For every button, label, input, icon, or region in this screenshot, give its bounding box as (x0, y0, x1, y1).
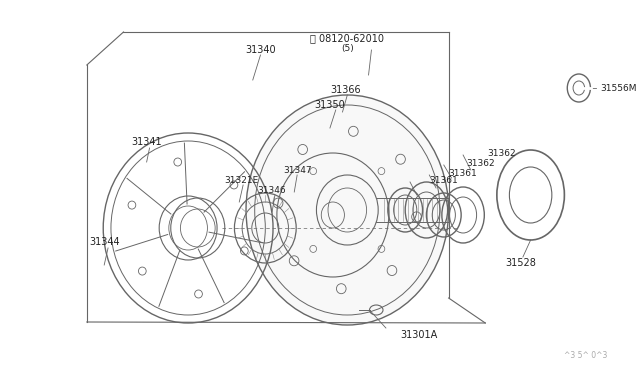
Text: ^3 5^ 0^3: ^3 5^ 0^3 (564, 351, 608, 360)
Text: 31366: 31366 (330, 85, 361, 95)
Text: Ⓑ 08120-62010: Ⓑ 08120-62010 (310, 33, 384, 43)
Text: 31350: 31350 (315, 100, 346, 110)
Text: 31556M: 31556M (600, 83, 637, 93)
Text: 31528: 31528 (506, 258, 536, 268)
Text: 31362: 31362 (466, 158, 495, 167)
Text: 31362: 31362 (487, 148, 516, 157)
Text: 31346: 31346 (258, 186, 286, 195)
Text: 31344: 31344 (89, 237, 120, 247)
Text: (5): (5) (341, 44, 354, 52)
Text: 31361: 31361 (449, 169, 477, 177)
Text: 31347: 31347 (283, 166, 312, 174)
Ellipse shape (246, 95, 449, 325)
Text: 31361: 31361 (429, 176, 458, 185)
Text: 31341: 31341 (131, 137, 162, 147)
Text: 31321E: 31321E (224, 176, 259, 185)
Text: 31340: 31340 (245, 45, 276, 55)
Text: 31301A: 31301A (401, 330, 438, 340)
